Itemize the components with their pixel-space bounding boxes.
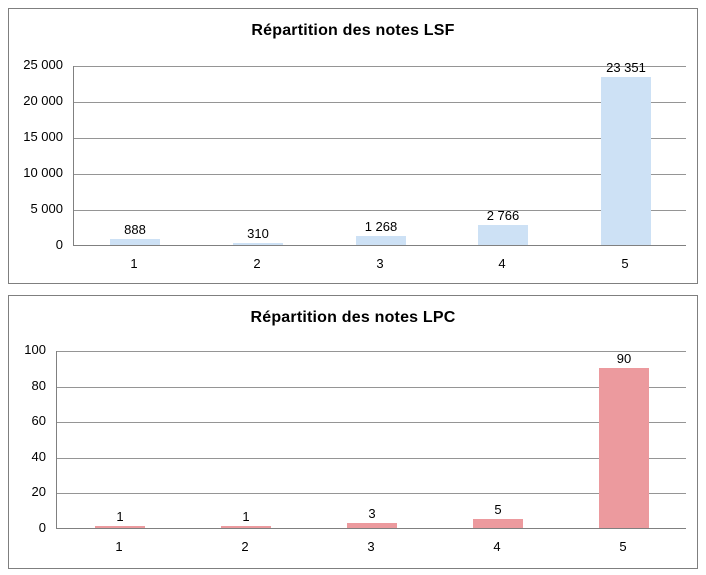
bar-value-label: 5 bbox=[494, 502, 502, 517]
y-axis-tick-labels-lsf: 0 5 000 10 000 15 000 20 000 25 000 bbox=[9, 9, 63, 283]
bar-category-1 bbox=[110, 239, 160, 245]
bar-value-label: 90 bbox=[616, 351, 632, 366]
y-axis-tick-label: 20 000 bbox=[23, 93, 63, 108]
bar-value-label: 3 bbox=[368, 506, 376, 521]
x-axis-category-label: 2 bbox=[253, 256, 261, 271]
bar-category-4 bbox=[478, 225, 528, 245]
y-axis-tick-labels-lpc: 0 20 40 60 80 100 bbox=[9, 296, 46, 568]
gridline bbox=[57, 387, 686, 388]
y-axis-tick-label: 15 000 bbox=[23, 129, 63, 144]
bar-category-5 bbox=[599, 368, 649, 528]
bar-value-label: 310 bbox=[247, 226, 269, 241]
bar-category-3 bbox=[356, 236, 406, 245]
bar-category-4 bbox=[473, 519, 523, 528]
bar-category-1 bbox=[95, 526, 145, 528]
x-axis-category-label: 4 bbox=[493, 539, 501, 554]
y-axis-tick-label: 40 bbox=[31, 448, 46, 464]
chart-panel-lpc: Répartition des notes LPC 0 20 40 60 80 100 1… bbox=[8, 295, 698, 569]
y-axis-tick-label: 0 bbox=[38, 520, 46, 535]
x-axis-category-label: 1 bbox=[130, 256, 138, 271]
x-axis-category-label: 3 bbox=[367, 539, 375, 554]
bar-category-2 bbox=[221, 526, 271, 528]
gridline bbox=[74, 174, 686, 175]
x-axis-category-label: 3 bbox=[376, 256, 384, 271]
bar-category-5 bbox=[601, 77, 651, 245]
y-axis-tick-label: 20 bbox=[31, 484, 46, 500]
y-axis-tick-label: 80 bbox=[31, 377, 46, 393]
x-axis-category-label: 1 bbox=[115, 539, 123, 554]
x-axis-category-label: 5 bbox=[619, 539, 627, 554]
gridline bbox=[57, 458, 686, 459]
gridline bbox=[74, 66, 686, 67]
x-axis-category-label: 4 bbox=[498, 256, 506, 271]
bar-category-3 bbox=[347, 523, 397, 528]
x-axis-category-label: 2 bbox=[241, 539, 249, 554]
gridline bbox=[57, 422, 686, 423]
gridline bbox=[74, 138, 686, 139]
bar-value-label: 1 bbox=[242, 509, 250, 524]
bar-value-label: 1 268 bbox=[364, 219, 398, 234]
gridline bbox=[57, 351, 686, 352]
y-axis-tick-label: 100 bbox=[24, 342, 46, 357]
gridline bbox=[74, 102, 686, 103]
y-axis-tick-label: 25 000 bbox=[23, 57, 63, 72]
chart-title-lpc: Répartition des notes LPC bbox=[250, 309, 456, 326]
plot-area-lpc: 1 1 3 5 90 bbox=[56, 351, 686, 529]
y-axis-tick-label: 5 000 bbox=[30, 201, 63, 216]
bar-value-label: 23 351 bbox=[606, 60, 646, 75]
bar-value-label: 888 bbox=[124, 222, 146, 237]
chart-title-lsf: Répartition des notes LSF bbox=[251, 22, 455, 39]
bar-value-label: 1 bbox=[116, 509, 124, 524]
x-axis-category-label: 5 bbox=[621, 256, 629, 271]
bar-category-2 bbox=[233, 243, 283, 245]
y-axis-tick-label: 0 bbox=[55, 237, 63, 252]
bar-value-label: 2 766 bbox=[486, 208, 520, 223]
gridline bbox=[74, 210, 686, 211]
gridline bbox=[57, 493, 686, 494]
plot-area-lsf: 888 310 1 268 2 766 23 351 bbox=[73, 60, 686, 246]
y-axis-tick-label: 60 bbox=[31, 413, 46, 429]
y-axis-tick-label: 10 000 bbox=[23, 165, 63, 180]
